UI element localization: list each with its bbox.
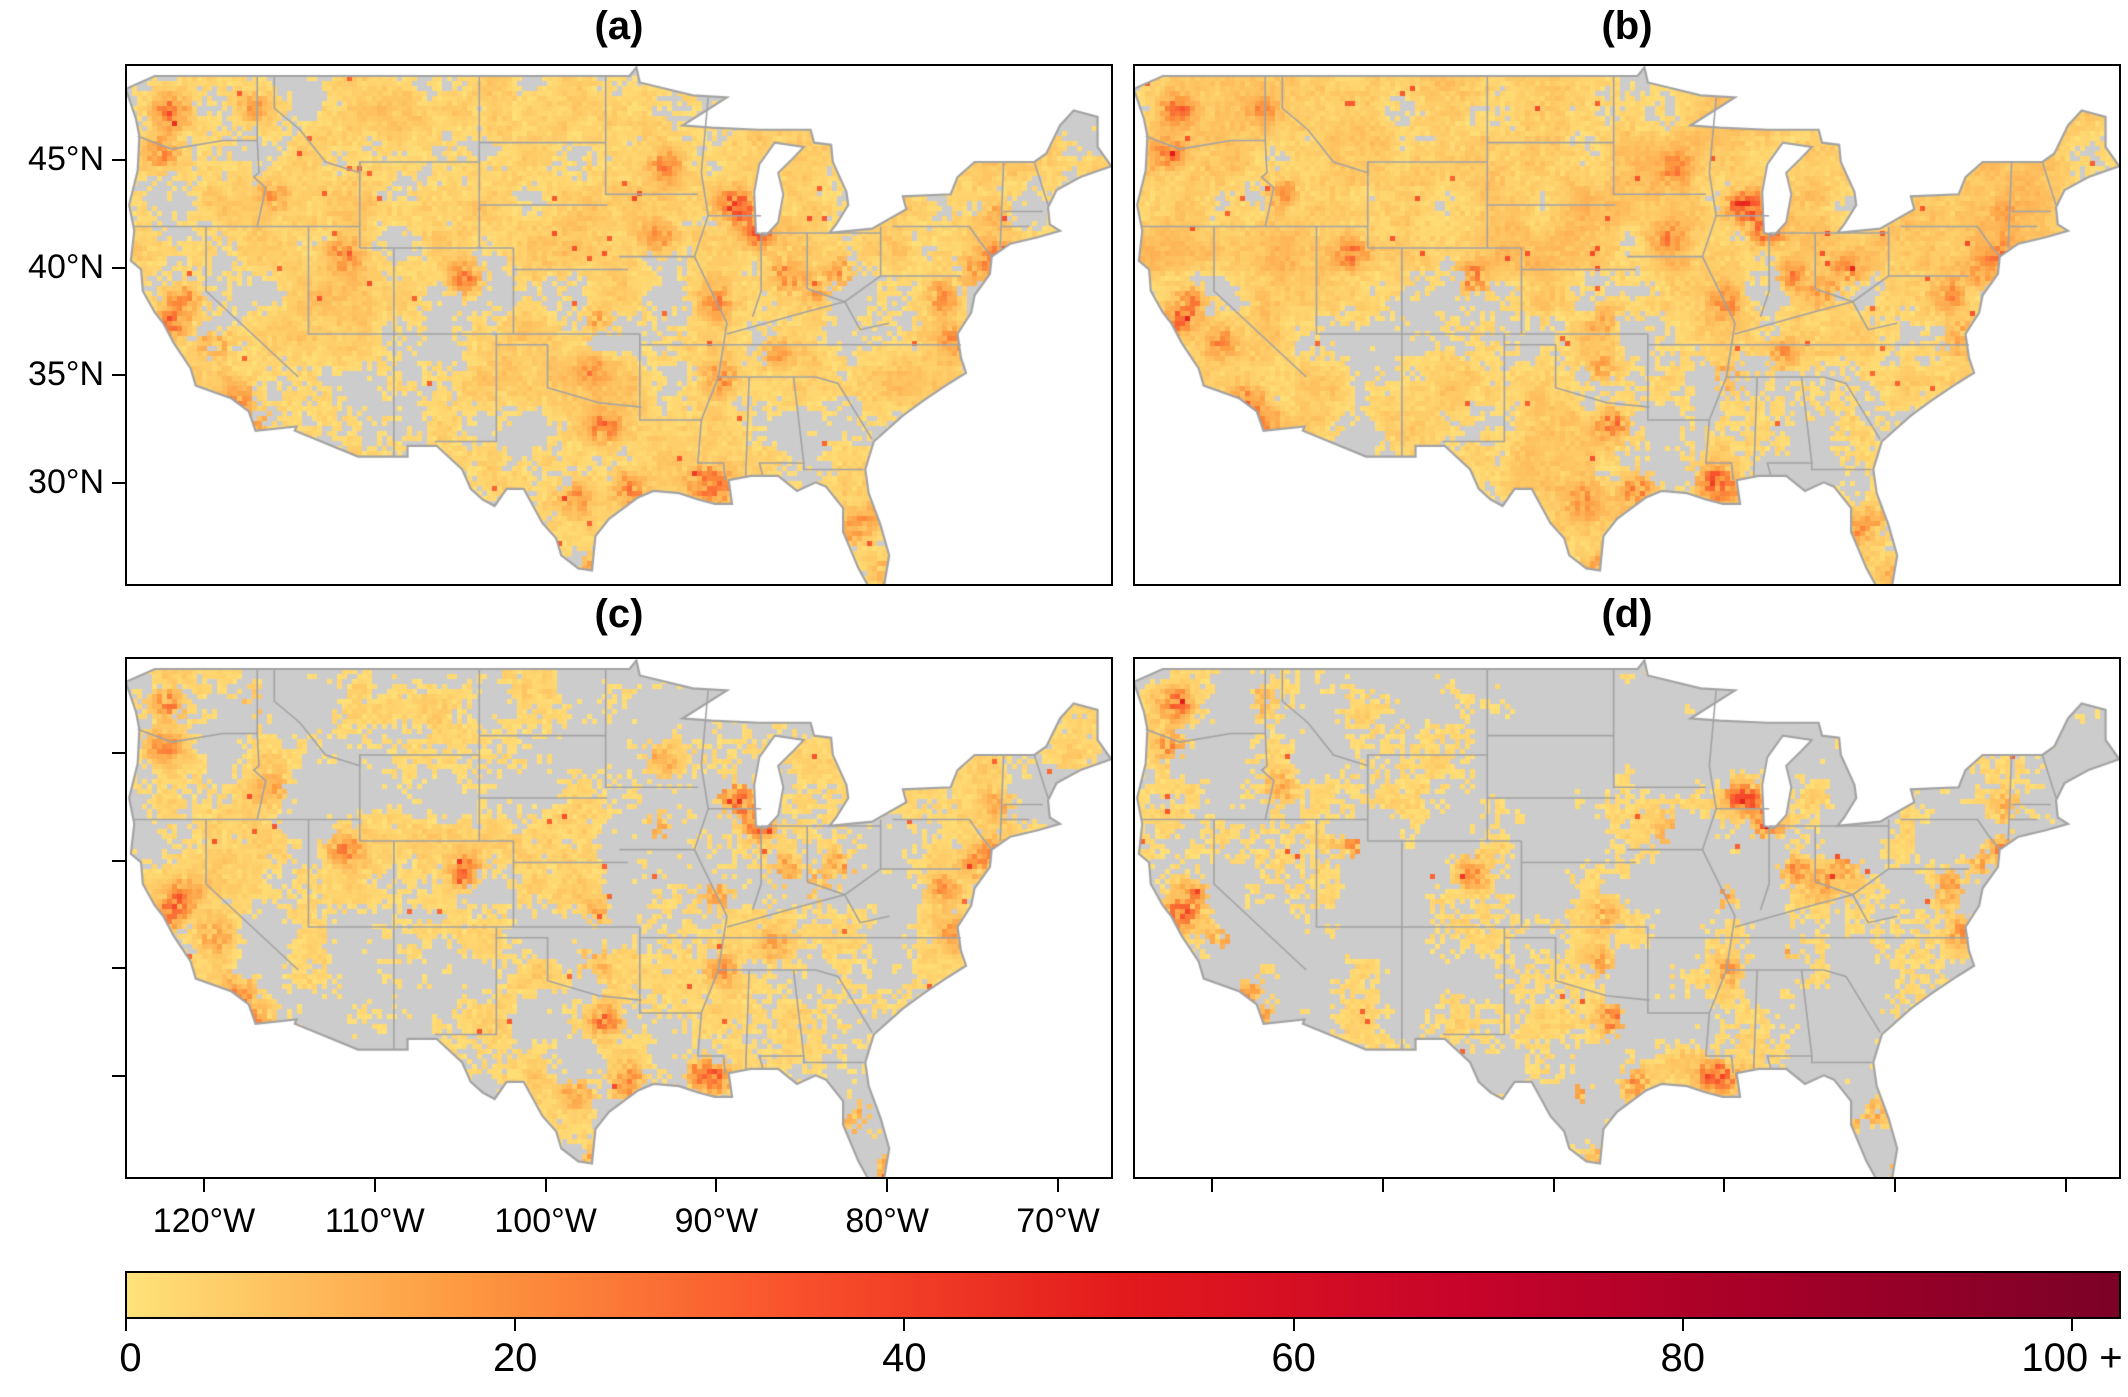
map-panel-b bbox=[1133, 64, 2121, 586]
longitude-tick bbox=[373, 1179, 376, 1192]
latitude-label: 30°N bbox=[28, 462, 104, 501]
longitude-label: 100°W bbox=[494, 1202, 597, 1240]
map-panel-a bbox=[125, 64, 1113, 586]
latitude-label: 40°N bbox=[28, 247, 104, 286]
longitude-tick bbox=[1057, 1179, 1059, 1192]
heatmap-canvas-a bbox=[127, 66, 1111, 584]
colorbar-tick-label: 0 bbox=[119, 1336, 142, 1380]
longitude-tick bbox=[886, 1179, 889, 1192]
longitude-label: 110°W bbox=[324, 1202, 425, 1240]
longitude-tick bbox=[1552, 1179, 1555, 1192]
longitude-tick bbox=[1894, 1179, 1897, 1192]
latitude-tick bbox=[112, 159, 125, 161]
colorbar-tick bbox=[1292, 1319, 1295, 1331]
latitude-tick bbox=[112, 266, 125, 269]
colorbar bbox=[125, 1271, 2121, 1319]
colorbar-tick bbox=[903, 1319, 906, 1331]
latitude-tick bbox=[112, 481, 125, 484]
heatmap-canvas-b bbox=[1135, 66, 2119, 584]
longitude-tick bbox=[203, 1179, 205, 1192]
longitude-tick bbox=[1723, 1179, 1726, 1192]
latitude-tick bbox=[112, 967, 125, 969]
panel-a-title: (a) bbox=[594, 4, 644, 48]
colorbar-tick-label: 40 bbox=[882, 1336, 927, 1380]
map-panel-c bbox=[125, 657, 1113, 1179]
colorbar-tick-label: 80 bbox=[1660, 1336, 1706, 1380]
colorbar-tick bbox=[1681, 1319, 1684, 1331]
longitude-label: 90°W bbox=[674, 1202, 759, 1240]
longitude-tick bbox=[1211, 1179, 1213, 1192]
longitude-tick bbox=[1381, 1179, 1384, 1192]
latitude-tick bbox=[112, 859, 125, 862]
latitude-label: 45°N bbox=[28, 140, 104, 178]
colorbar-tick bbox=[514, 1319, 517, 1331]
latitude-tick bbox=[112, 374, 125, 376]
latitude-tick bbox=[112, 1074, 125, 1077]
longitude-label: 80°W bbox=[845, 1202, 929, 1240]
longitude-tick bbox=[544, 1179, 547, 1192]
heatmap-canvas-d bbox=[1135, 659, 2119, 1177]
heatmap-canvas-c bbox=[127, 659, 1111, 1177]
panel-c-title: (c) bbox=[594, 592, 644, 636]
colorbar-tick-label: 100 + bbox=[2021, 1336, 2123, 1380]
map-panel-d bbox=[1133, 657, 2121, 1179]
colorbar-tick-label: 20 bbox=[492, 1336, 538, 1380]
panel-b-title: (b) bbox=[1601, 4, 1653, 48]
panel-d-title: (d) bbox=[1601, 592, 1653, 636]
longitude-tick bbox=[2065, 1179, 2067, 1192]
latitude-label: 35°N bbox=[28, 355, 104, 393]
longitude-tick bbox=[715, 1179, 718, 1192]
colorbar-tick bbox=[125, 1319, 127, 1331]
colorbar-tick bbox=[2071, 1319, 2073, 1331]
colorbar-tick-label: 60 bbox=[1271, 1336, 1316, 1380]
longitude-label: 120°W bbox=[152, 1202, 256, 1240]
latitude-tick bbox=[112, 752, 125, 754]
longitude-label: 70°W bbox=[1016, 1202, 1100, 1240]
